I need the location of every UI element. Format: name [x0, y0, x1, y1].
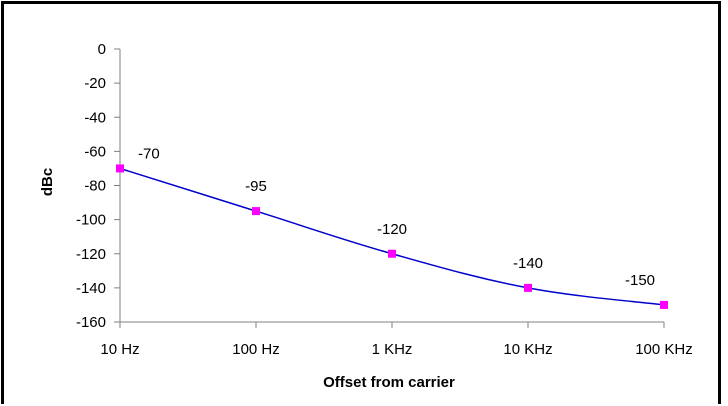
- data-label: -70: [138, 145, 160, 162]
- y-tick-label: -100: [76, 212, 106, 229]
- x-axis: 10 Hz 100 Hz 1 KHz 10 KHz 100 KHz: [100, 321, 693, 358]
- data-label: -140: [513, 255, 543, 272]
- x-tick-label: 100 KHz: [635, 341, 693, 358]
- x-tick-label: 10 Hz: [100, 341, 139, 358]
- x-axis-title: Offset from carrier: [323, 374, 455, 391]
- data-point-marker: [660, 300, 668, 309]
- y-tick-label: -20: [84, 75, 106, 92]
- data-label: -150: [625, 272, 655, 289]
- y-tick-label: 0: [98, 41, 106, 58]
- y-tick-label: -80: [84, 178, 106, 195]
- data-point-marker: [388, 249, 396, 258]
- x-tick-label: 10 KHz: [503, 341, 552, 358]
- data-labels: -70 -95 -120 -140 -150: [138, 145, 655, 289]
- data-label: -120: [377, 221, 407, 238]
- data-point-marker: [252, 207, 260, 216]
- y-tick-label: -160: [76, 314, 106, 331]
- x-tick-label: 1 KHz: [372, 341, 413, 358]
- y-axis: 0 -20 -40 -60 -80 -100 -120 -140 -160: [76, 41, 121, 331]
- y-tick-label: -120: [76, 246, 106, 263]
- data-point-marker: [524, 283, 532, 292]
- y-tick-label: -60: [84, 143, 106, 160]
- data-point-marker: [116, 164, 124, 173]
- y-axis-title: dBc: [39, 168, 56, 196]
- y-tick-label: -40: [84, 109, 106, 126]
- x-tick-label: 100 Hz: [232, 341, 280, 358]
- series-line: [116, 164, 668, 309]
- y-tick-label: -140: [76, 280, 106, 297]
- data-label: -95: [245, 178, 267, 195]
